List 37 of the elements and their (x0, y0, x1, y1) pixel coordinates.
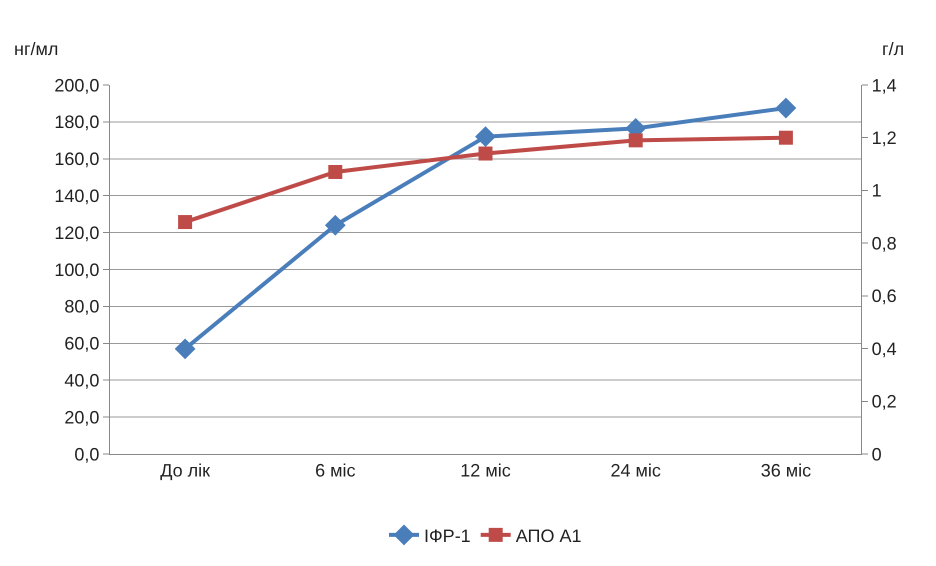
point (478, 146, 492, 161)
y2-tick-label: 1 (872, 180, 882, 201)
point (328, 164, 342, 179)
point (628, 133, 643, 148)
x-tick-label: 12 міс (460, 460, 511, 481)
y2-tick-label: 0,4 (872, 338, 897, 359)
point (475, 126, 496, 148)
x-tick-label: 24 міс (610, 460, 661, 481)
legend-label: ІФР-1 (424, 526, 471, 546)
y2-tick-label: 0,2 (872, 392, 897, 412)
y-tick-label: 180,0 (54, 112, 100, 132)
y-tick-label: 40,0 (64, 370, 100, 390)
y-tick-label: 140,0 (54, 186, 100, 206)
y-axis-title: нг/мл (14, 39, 58, 59)
y-tick-label: 80,0 (64, 296, 100, 317)
point (324, 214, 346, 236)
y-tick-label: 120,0 (54, 222, 100, 243)
y-tick-label: 60,0 (64, 334, 100, 354)
y-tick-label: 20,0 (64, 407, 100, 428)
y2-tick-label: 0,8 (872, 233, 897, 254)
x-tick-label: 6 міс (315, 460, 356, 481)
y-tick-label: 0,0 (74, 444, 100, 464)
point (178, 215, 192, 230)
y-tick-label: 160,0 (54, 149, 100, 170)
y2-tick-label: 0,6 (872, 286, 897, 306)
point (778, 130, 793, 145)
y2-tick-label: 1,2 (872, 128, 897, 148)
y-tick-label: 100,0 (54, 260, 100, 280)
point (776, 98, 796, 118)
x-tick-label: До лік (160, 460, 210, 481)
x-tick-label: 36 міс (760, 460, 812, 481)
y2-tick-label: 1,4 (872, 75, 897, 96)
y-tick-label: 200,0 (54, 75, 100, 96)
point (174, 338, 196, 360)
y2-tick-label: 0 (872, 444, 882, 464)
y2-axis-title: г/л (882, 39, 904, 59)
legend-label: АПО А1 (516, 526, 582, 546)
